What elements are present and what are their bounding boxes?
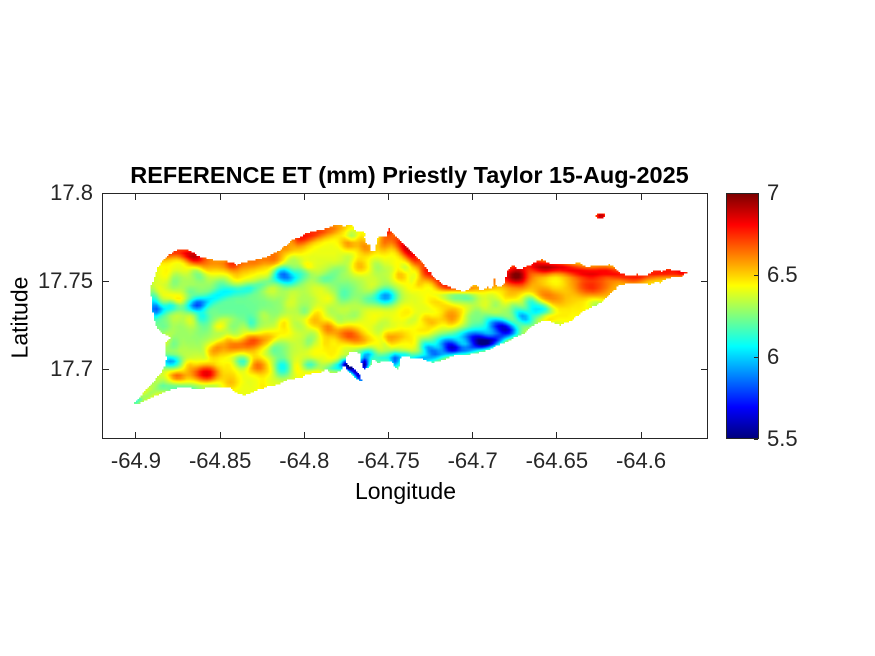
y-tick-label: 17.7 (50, 356, 93, 382)
x-tick-mark-top (640, 194, 642, 201)
x-tick-label: -64.75 (357, 448, 420, 473)
x-tick-label: -64.7 (447, 448, 498, 473)
x-tick-mark (219, 432, 221, 439)
y-tick-mark-right (701, 368, 708, 370)
x-tick-label: -64.9 (110, 448, 162, 473)
x-tick-label: -64.6 (615, 448, 667, 473)
x-tick-mark (303, 432, 305, 439)
plot-title: REFERENCE ET (mm) Priestly Taylor 15-Aug… (130, 162, 689, 188)
x-tick-mark (556, 432, 558, 439)
colorbar-tick-mark (753, 274, 758, 276)
colorbar-tick-mark (753, 192, 758, 194)
x-tick-mark (640, 432, 642, 439)
y-tick-label: 17.75 (37, 268, 93, 294)
x-tick-mark-top (388, 194, 389, 201)
x-axis-label: Longitude (354, 478, 457, 504)
colorbar-tick-label: 6 (767, 344, 780, 370)
x-tick-label: -64.8 (279, 448, 330, 473)
y-tick-label: 17.8 (50, 180, 93, 206)
y-tick-mark-right (701, 280, 708, 282)
axes-box (102, 193, 708, 439)
x-tick-mark (388, 432, 389, 439)
et-heatmap-canvas (103, 194, 707, 438)
y-axis-label: Latitude (6, 276, 33, 359)
x-tick-mark-top (219, 194, 221, 201)
y-tick-mark (103, 192, 110, 194)
y-tick-mark-right (701, 192, 708, 194)
x-tick-mark (135, 432, 137, 439)
y-tick-mark (103, 368, 110, 370)
x-tick-mark-top (135, 194, 137, 201)
y-tick-mark (103, 280, 110, 282)
x-tick-label: -64.65 (525, 448, 589, 473)
colorbar-tick-label: 7 (767, 180, 780, 206)
x-tick-mark-top (556, 194, 558, 201)
colorbar-tick-mark (753, 356, 758, 358)
colorbar-tick-label: 6.5 (767, 262, 798, 288)
x-tick-mark-top (303, 194, 305, 201)
x-tick-mark-top (472, 194, 474, 201)
colorbar-tick-mark (753, 438, 758, 440)
x-tick-mark (472, 432, 474, 439)
colorbar-gradient-canvas (727, 194, 758, 438)
colorbar-tick-label: 5.5 (767, 426, 798, 452)
x-tick-label: -64.85 (188, 448, 252, 473)
colorbar (726, 193, 759, 439)
